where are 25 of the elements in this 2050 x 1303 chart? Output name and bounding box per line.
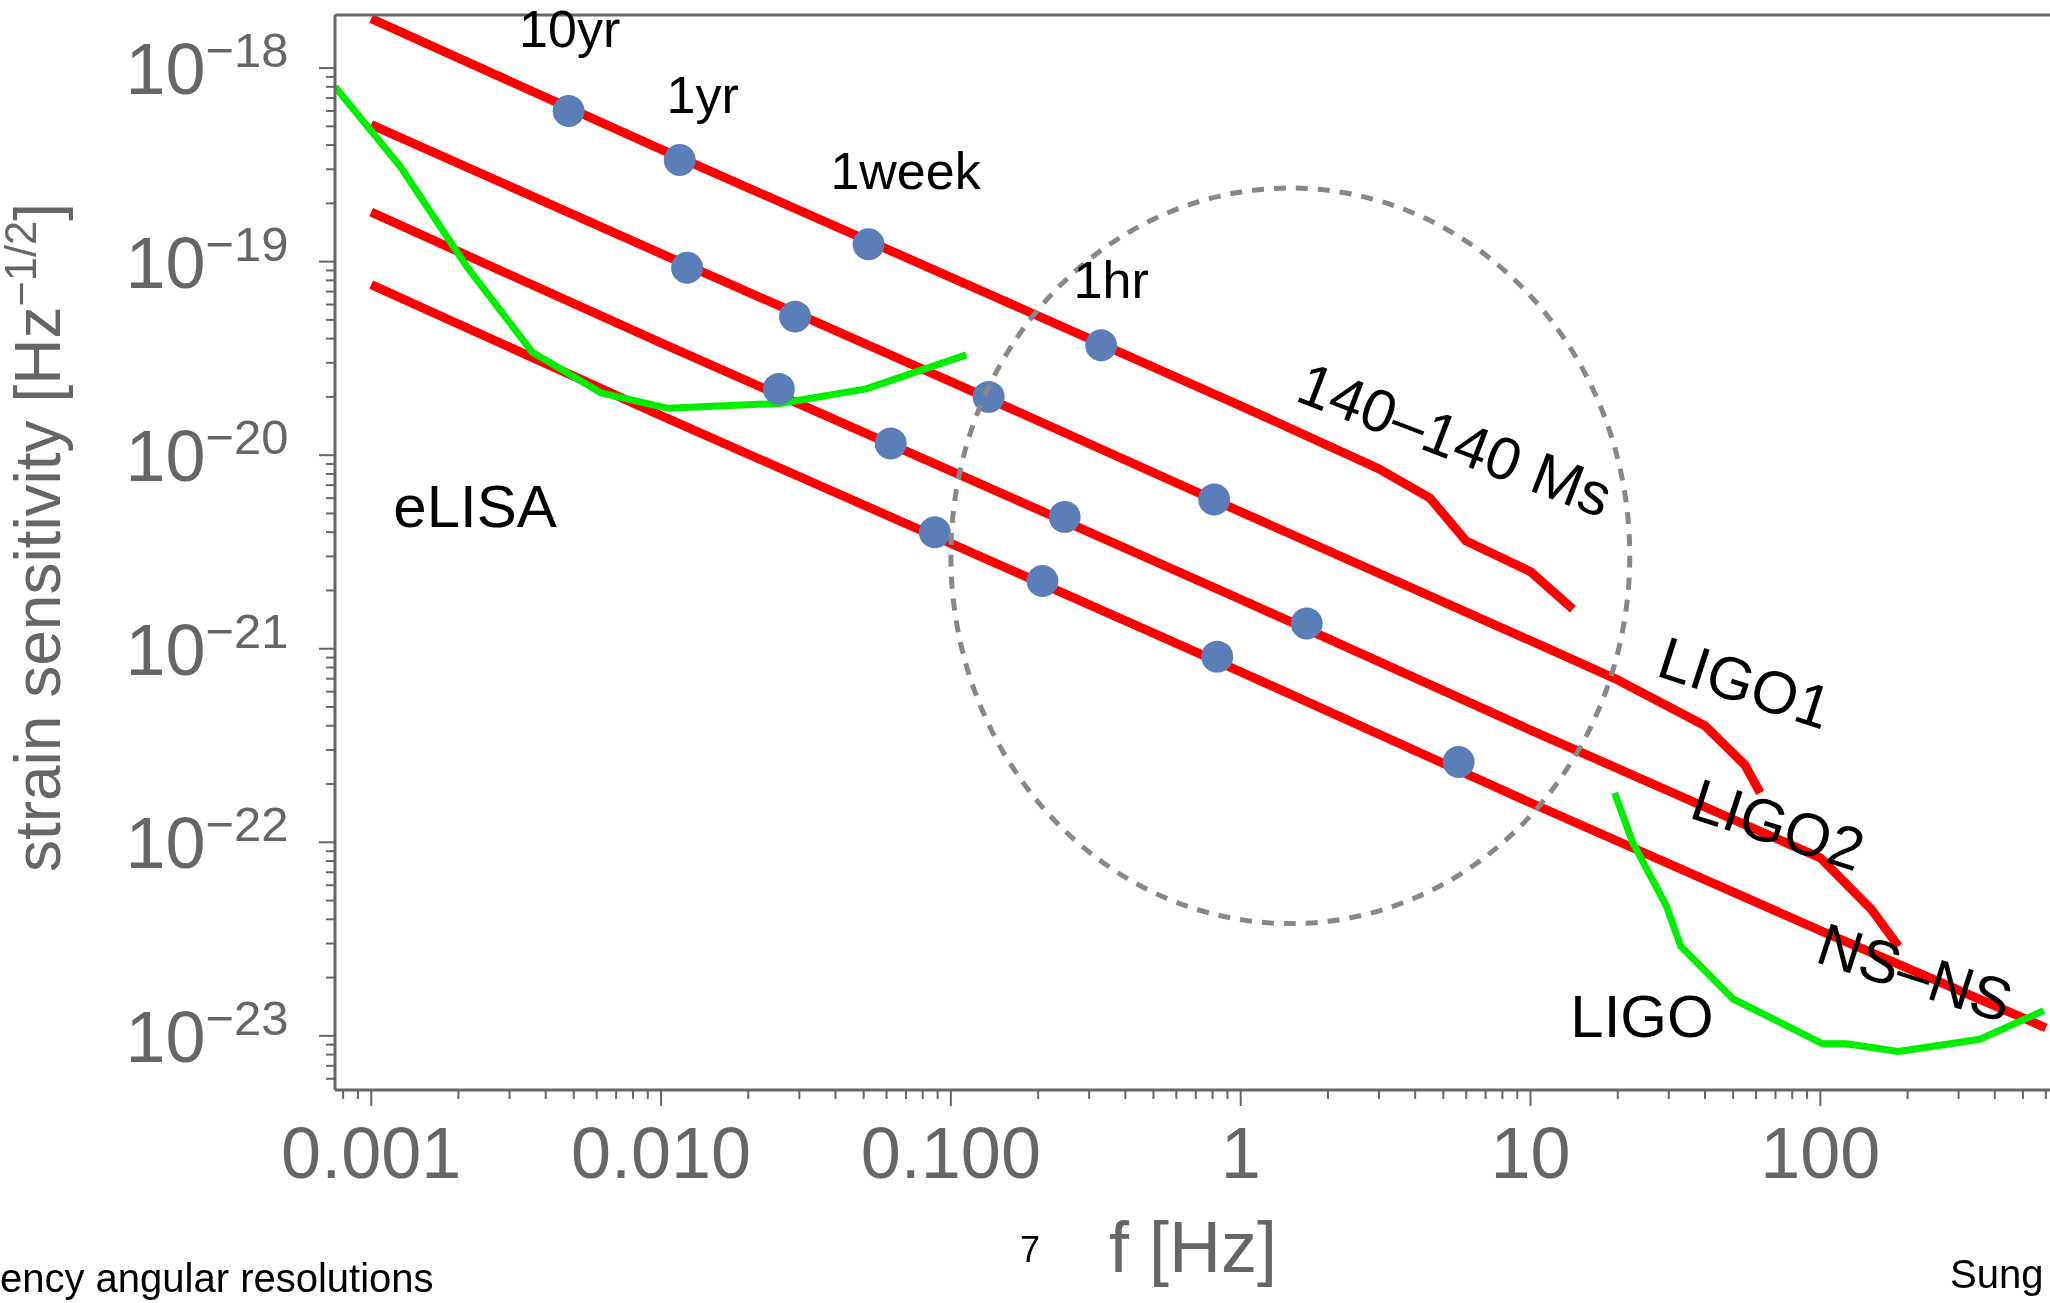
y-tick-label: 10$^{−22}$ [125, 797, 289, 884]
annotation: 1week [830, 142, 982, 201]
x-tick-label: 1 [1220, 1113, 1261, 1193]
x-axis-title: f [Hz] [1108, 1207, 1278, 1287]
annotation: 1hr [1073, 251, 1149, 310]
y-tick-label: 10$^{−21}$ [125, 603, 289, 690]
annotation: eLISA [393, 473, 557, 540]
annotation: 10yr [519, 0, 621, 58]
x-tick-label: 0.010 [570, 1113, 752, 1193]
x-tick-label: 0.100 [860, 1113, 1041, 1193]
text: LIGO2 [1683, 765, 1873, 885]
x-tick-label: 100 [1760, 1113, 1881, 1193]
x-tick-label: 0.001 [281, 1113, 462, 1193]
y-tick-label: 10$^{−20}$ [125, 410, 289, 497]
y-tick-label: 10$^{−19}$ [125, 216, 289, 303]
x-tick-label: 10 [1490, 1113, 1571, 1193]
text: ency angular resolutions [0, 1256, 434, 1300]
text: LIGO1 [1650, 623, 1840, 743]
y-tick-label: 10$^{−18}$ [125, 23, 289, 110]
annotation: LIGO [1570, 983, 1714, 1050]
text: Sung [1950, 1252, 2044, 1296]
annotation: 1yr [666, 65, 739, 124]
y-tick-label: 10$^{−23}$ [125, 990, 289, 1077]
text: 7 [1019, 1229, 1041, 1270]
text: NS–NS [1809, 910, 2021, 1036]
